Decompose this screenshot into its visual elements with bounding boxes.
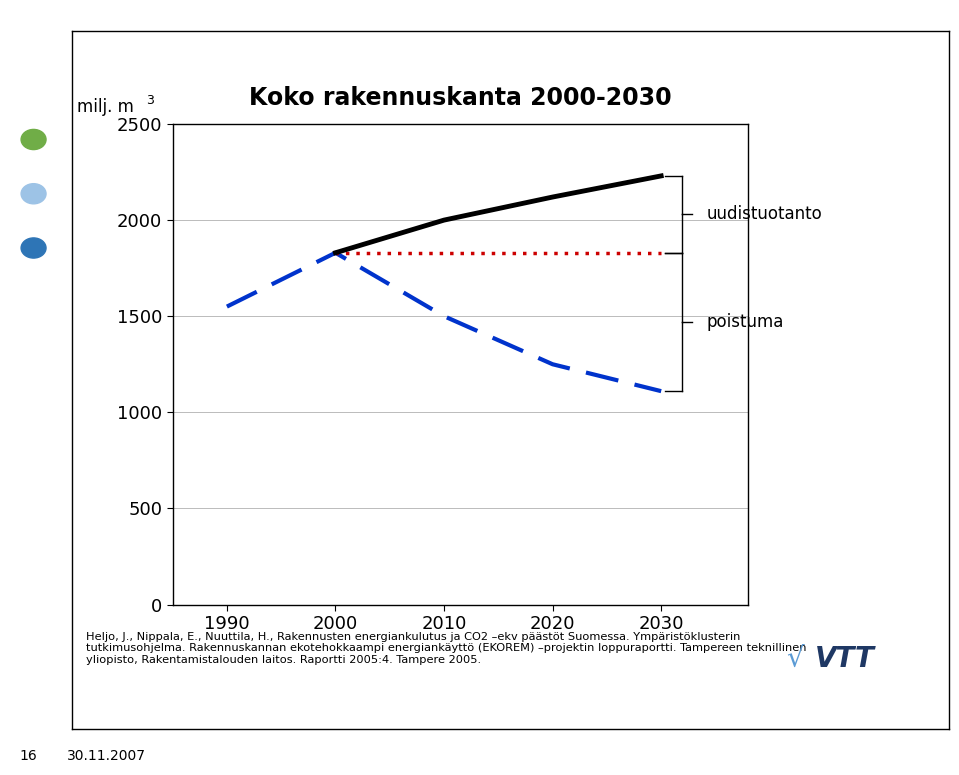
Text: Heljo, J., Nippala, E., Nuuttila, H., Rakennusten energiankulutus ja CO2 –ekv pä: Heljo, J., Nippala, E., Nuuttila, H., Ra… <box>86 632 807 665</box>
Title: Koko rakennuskanta 2000-2030: Koko rakennuskanta 2000-2030 <box>249 85 671 109</box>
Text: uudistuotanto: uudistuotanto <box>706 205 822 223</box>
Text: 30.11.2007: 30.11.2007 <box>67 749 146 763</box>
Text: VTT: VTT <box>815 645 875 673</box>
Text: 16: 16 <box>19 749 37 763</box>
Text: milj. m: milj. m <box>77 98 133 116</box>
Text: poistuma: poistuma <box>706 313 784 331</box>
Text: 3: 3 <box>146 94 153 107</box>
Text: √: √ <box>786 645 804 673</box>
